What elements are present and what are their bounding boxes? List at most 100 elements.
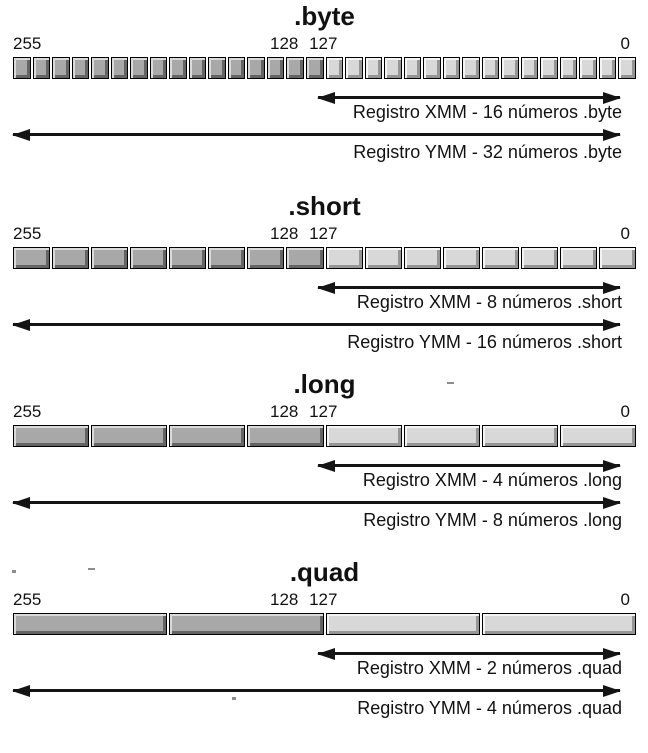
register-cell	[91, 425, 168, 447]
register-cell	[169, 613, 324, 635]
bit-index-128-127: 128 127	[270, 402, 338, 421]
ymm-caption: Registro YMM - 4 números .quad	[357, 698, 622, 718]
ymm-caption: Registro YMM - 32 números .byte	[353, 142, 622, 162]
section-long: .long 255 128 127 0 Registro XMM - 4 núm…	[0, 368, 648, 553]
register-cell	[130, 57, 148, 79]
register-cell	[149, 57, 168, 79]
bit-index-255: 255	[13, 402, 42, 421]
register-cell	[481, 57, 500, 79]
bit-index-255: 255	[13, 34, 42, 53]
xmm-caption: Registro XMM - 4 números .long	[362, 470, 622, 490]
register-cell	[501, 57, 519, 79]
register-cell	[364, 247, 402, 269]
scan-speck	[12, 570, 16, 573]
section-title: .short	[288, 191, 361, 221]
register-cell	[579, 57, 597, 79]
scan-speck	[447, 382, 454, 384]
register-cell	[559, 247, 597, 269]
register-cell	[13, 57, 31, 79]
register-cell	[91, 247, 129, 269]
register-cell	[305, 57, 324, 79]
xmm-range-arrow	[318, 652, 620, 655]
register-cell	[325, 57, 344, 79]
register-cell	[598, 247, 636, 269]
register-cell	[13, 247, 51, 269]
register-cell	[130, 247, 168, 269]
bit-index-0: 0	[620, 402, 630, 421]
bit-index-0: 0	[620, 590, 630, 609]
xmm-caption: Registro XMM - 2 números .quad	[356, 658, 622, 678]
register-cell	[286, 247, 324, 269]
register-cell	[364, 57, 383, 79]
bit-index-255: 255	[13, 590, 42, 609]
register-cell	[403, 425, 480, 447]
register-cell	[32, 57, 51, 79]
bit-index-128-127: 128 127	[270, 34, 338, 53]
register-cell	[559, 425, 636, 447]
xmm-range-arrow	[318, 286, 620, 289]
register-cell	[618, 57, 636, 79]
bit-index-128-127: 128 127	[270, 224, 338, 243]
ymm-range-arrow	[13, 501, 620, 504]
register-cell	[442, 57, 461, 79]
register-cell	[247, 57, 265, 79]
register-cell	[188, 57, 207, 79]
register-cell	[325, 613, 480, 635]
scan-speck	[232, 697, 236, 700]
register-cell	[247, 247, 285, 269]
ymm-range-arrow	[13, 323, 620, 326]
register-cell	[52, 57, 70, 79]
section-title: .quad	[289, 557, 360, 587]
register-cell	[481, 247, 519, 269]
register-cell	[169, 247, 207, 269]
xmm-caption: Registro XMM - 16 números .byte	[352, 102, 622, 122]
section-title: .byte	[294, 1, 355, 31]
ymm-range-arrow	[13, 133, 620, 136]
register-cell	[227, 57, 246, 79]
ymm-caption: Registro YMM - 8 números .long	[363, 510, 622, 530]
register-cell	[325, 425, 402, 447]
register-cell	[559, 57, 578, 79]
register-cell	[403, 57, 422, 79]
register-cell	[520, 57, 539, 79]
ymm-caption: Registro YMM - 16 números .short	[347, 332, 622, 352]
register-cell	[462, 57, 480, 79]
xmm-caption: Registro XMM - 8 números .short	[356, 292, 622, 312]
bit-index-128-127: 128 127	[270, 590, 338, 609]
register-cell	[13, 425, 90, 447]
section-byte: .byte 255 128 127 0 Registro XMM - 16 nú…	[0, 0, 648, 185]
register-cell	[403, 247, 441, 269]
register-cell	[266, 57, 285, 79]
register-cell	[423, 57, 441, 79]
register-cell	[91, 57, 109, 79]
bit-index-0: 0	[620, 224, 630, 243]
register-bar	[13, 613, 636, 635]
bit-index-255: 255	[13, 224, 42, 243]
register-bar	[13, 425, 636, 447]
register-cell	[325, 247, 363, 269]
register-cell	[286, 57, 304, 79]
scan-speck	[88, 568, 95, 570]
register-cell	[481, 613, 636, 635]
ymm-range-arrow	[13, 689, 620, 692]
register-cell	[13, 613, 168, 635]
register-cell	[520, 247, 558, 269]
register-cell	[481, 425, 558, 447]
register-cell	[540, 57, 558, 79]
register-cell	[52, 247, 90, 269]
register-cell	[345, 57, 363, 79]
register-cell	[208, 57, 226, 79]
register-cell	[169, 425, 246, 447]
xmm-range-arrow	[318, 96, 620, 99]
section-quad: .quad 255 128 127 0 Registro XMM - 2 núm…	[0, 556, 648, 741]
register-cell	[442, 247, 480, 269]
bit-index-0: 0	[620, 34, 630, 53]
section-title: .long	[293, 369, 356, 399]
section-short: .short 255 128 127 0 Registro XMM - 8 nú…	[0, 190, 648, 375]
register-cell	[71, 57, 90, 79]
register-cell	[598, 57, 617, 79]
register-bar	[13, 247, 636, 269]
register-cell	[247, 425, 324, 447]
register-cell	[110, 57, 129, 79]
